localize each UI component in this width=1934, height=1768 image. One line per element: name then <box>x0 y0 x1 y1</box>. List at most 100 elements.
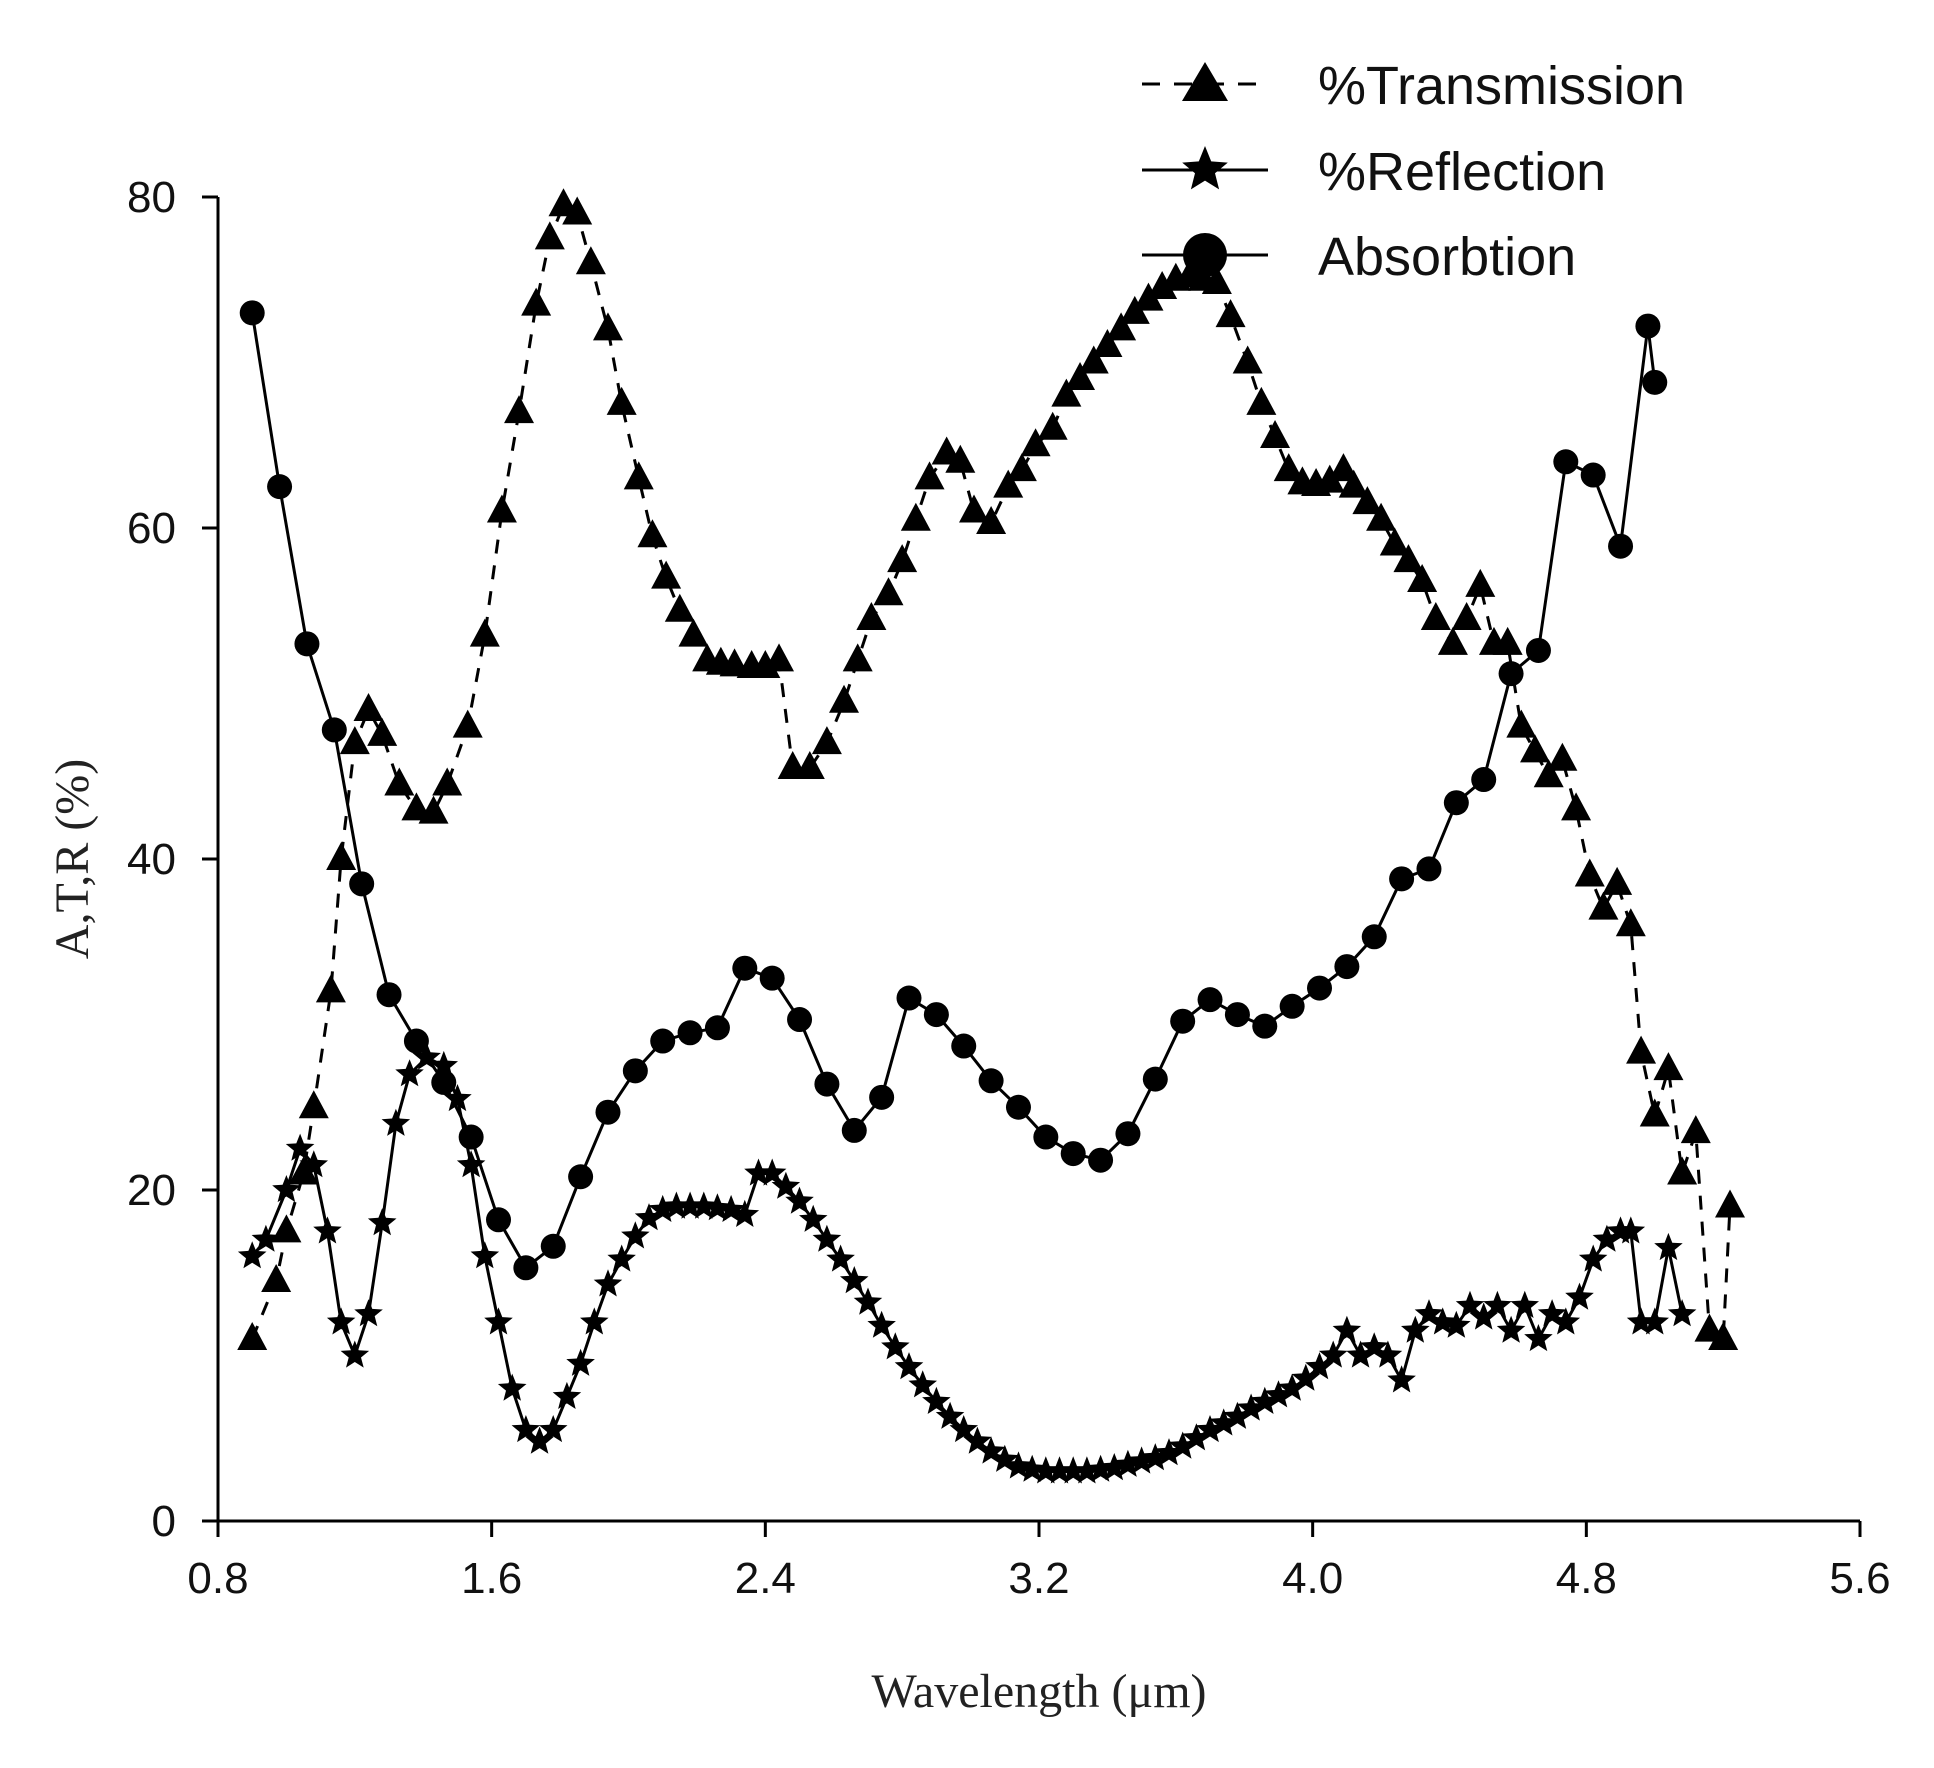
data-point-reflection <box>456 1150 486 1178</box>
y-tick-label: 0 <box>152 1497 176 1546</box>
data-point-transmission <box>1715 1189 1746 1218</box>
data-point-reflection <box>1626 1307 1656 1335</box>
data-point-transmission <box>562 196 593 225</box>
data-point-transmission <box>1338 469 1369 498</box>
data-point-reflection <box>840 1266 869 1294</box>
data-point-transmission <box>1465 568 1496 597</box>
legend-item-reflection: %Reflection <box>1142 142 1606 202</box>
data-point-transmission <box>367 717 398 746</box>
data-point-reflection <box>1496 1315 1526 1343</box>
data-point-absorbtion <box>951 1033 977 1059</box>
data-point-absorbtion <box>1252 1013 1278 1039</box>
data-point-reflection <box>1469 1302 1498 1330</box>
data-point-reflection <box>1578 1244 1608 1272</box>
data-point-absorbtion <box>1443 790 1469 816</box>
data-point-reflection <box>1428 1307 1457 1335</box>
data-point-absorbtion <box>431 1069 457 1095</box>
data-point-transmission <box>1615 908 1646 937</box>
data-point-reflection <box>976 1436 1006 1464</box>
data-point-reflection <box>922 1386 951 1414</box>
data-point-reflection <box>744 1158 773 1186</box>
data-point-reflection <box>703 1193 732 1221</box>
data-point-reflection <box>949 1415 978 1443</box>
data-point-reflection <box>566 1348 595 1376</box>
data-point-transmission <box>606 386 637 415</box>
data-point-transmission <box>1547 742 1578 771</box>
data-point-reflection <box>662 1191 691 1219</box>
data-point-reflection <box>367 1208 397 1236</box>
data-point-transmission <box>976 506 1007 535</box>
data-point-absorbtion <box>1197 987 1223 1013</box>
data-point-reflection <box>812 1224 842 1252</box>
data-point-absorbtion <box>704 1015 730 1041</box>
y-tick-label: 60 <box>127 504 176 553</box>
data-point-reflection <box>1168 1431 1197 1459</box>
data-point-transmission <box>1680 1115 1711 1144</box>
data-point-absorbtion <box>896 985 922 1011</box>
data-point-transmission <box>1065 362 1096 391</box>
data-point-absorbtion <box>1279 993 1305 1019</box>
data-point-reflection <box>1360 1332 1389 1360</box>
data-point-transmission <box>1260 419 1291 448</box>
y-tick-label: 20 <box>127 1166 176 1215</box>
data-point-reflection <box>1510 1290 1539 1318</box>
series-absorbtion <box>239 300 1668 1281</box>
data-point-reflection <box>689 1191 718 1219</box>
data-point-absorbtion <box>1416 856 1442 882</box>
data-point-transmission <box>1574 858 1605 887</box>
data-point-transmission <box>1215 299 1246 328</box>
data-point-reflection <box>539 1415 568 1443</box>
x-tick-label: 1.6 <box>461 1554 522 1603</box>
data-point-transmission <box>1533 759 1564 788</box>
data-point-transmission <box>418 795 449 824</box>
data-point-absorbtion <box>294 631 320 657</box>
data-point-absorbtion <box>403 1028 429 1054</box>
data-point-reflection <box>1086 1454 1115 1482</box>
data-point-reflection <box>1236 1393 1266 1421</box>
data-point-reflection <box>1141 1443 1170 1471</box>
data-point-reflection <box>1654 1232 1683 1261</box>
data-point-transmission <box>353 693 384 722</box>
data-point-absorbtion <box>1580 462 1606 488</box>
data-point-reflection <box>757 1158 787 1186</box>
data-point-reflection <box>634 1203 664 1231</box>
legend-item-transmission: %Transmission <box>1142 56 1685 116</box>
data-point-transmission <box>1667 1156 1698 1185</box>
data-point-absorbtion <box>869 1084 895 1110</box>
data-point-reflection <box>1195 1415 1225 1443</box>
data-point-absorbtion <box>458 1124 484 1150</box>
data-point-absorbtion <box>1389 866 1415 892</box>
data-point-absorbtion <box>540 1233 566 1259</box>
data-point-transmission <box>452 709 483 738</box>
data-point-reflection <box>730 1199 760 1227</box>
data-point-transmission <box>1078 345 1109 374</box>
y-axis-title: A,T,R (%) <box>46 759 99 959</box>
data-point-absorbtion <box>1608 533 1634 559</box>
data-point-absorbtion <box>1498 661 1524 687</box>
data-point-transmission <box>521 287 552 316</box>
data-point-transmission <box>637 519 668 548</box>
data-point-transmission <box>504 395 535 424</box>
data-point-reflection <box>1616 1216 1646 1244</box>
data-point-transmission <box>1437 626 1468 655</box>
data-point-reflection <box>1346 1340 1375 1368</box>
data-point-transmission <box>1092 328 1123 357</box>
data-point-reflection <box>785 1186 814 1214</box>
data-point-absorbtion <box>1033 1124 1059 1150</box>
data-point-reflection <box>285 1133 315 1161</box>
x-tick-label: 3.2 <box>1008 1554 1069 1603</box>
data-point-reflection <box>497 1373 527 1401</box>
data-point-absorbtion <box>1361 924 1387 950</box>
data-point-absorbtion <box>1224 1002 1250 1028</box>
data-point-absorbtion <box>1170 1008 1196 1034</box>
data-point-absorbtion <box>321 717 347 743</box>
data-point-absorbtion <box>513 1255 539 1281</box>
data-point-absorbtion <box>486 1207 512 1233</box>
y-tick-label: 40 <box>127 835 176 884</box>
data-point-transmission <box>1006 453 1037 482</box>
data-point-reflection <box>511 1415 541 1443</box>
data-point-reflection <box>1113 1449 1143 1477</box>
data-point-transmission <box>469 618 500 647</box>
data-point-transmission <box>664 593 695 622</box>
legend-label-reflection: %Reflection <box>1318 142 1606 202</box>
